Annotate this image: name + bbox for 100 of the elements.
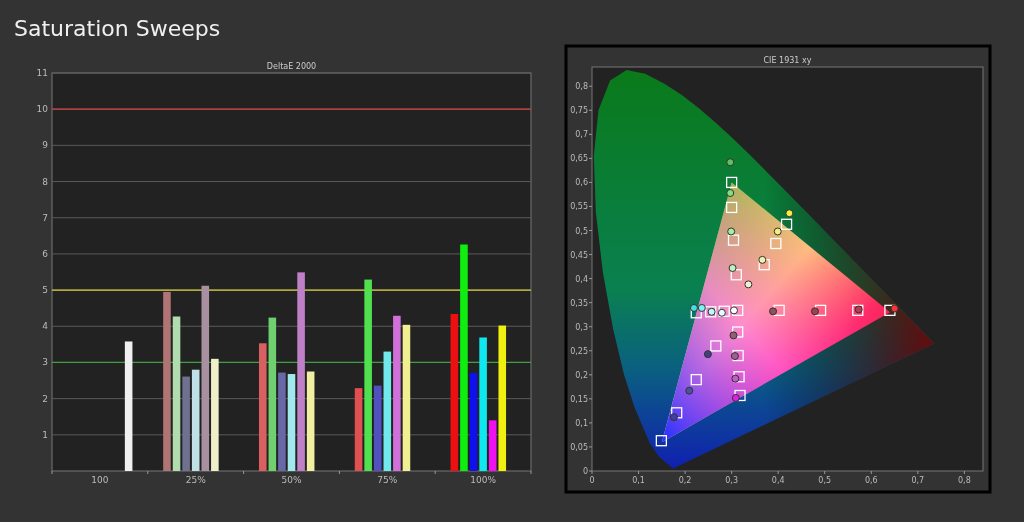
y-tick-label: 5: [42, 285, 48, 296]
bar: [306, 371, 315, 471]
point: [769, 307, 778, 316]
point: [810, 307, 819, 316]
x-tick-label: 100%: [470, 475, 497, 485]
point: [884, 304, 896, 317]
point: [669, 413, 678, 422]
point: [727, 234, 740, 246]
y-tick-label: 0,5: [575, 226, 588, 236]
point: [733, 371, 745, 383]
x-tick-label: 50%: [281, 475, 302, 485]
bar: [287, 374, 296, 471]
point: [697, 303, 706, 312]
point: [728, 264, 737, 273]
y-tick-label: 0,1: [575, 418, 588, 428]
point: [690, 373, 702, 386]
x-tick-label: 0,4: [771, 476, 785, 485]
bar: [182, 376, 190, 471]
y-tick-label: 0,7: [575, 130, 588, 140]
point: [758, 255, 767, 264]
point: [689, 303, 698, 312]
point: [773, 227, 782, 236]
y-tick-label: 0,6: [575, 178, 588, 188]
y-tick-label: 2: [42, 393, 48, 404]
point: [732, 304, 744, 317]
point: [814, 304, 827, 317]
point: [717, 308, 726, 317]
y-tick-label: 3: [42, 357, 48, 368]
y-tick-label: 0,35: [570, 298, 588, 308]
x-tick-label: 0,1: [632, 476, 645, 485]
bar: [402, 324, 411, 471]
point: [703, 350, 712, 359]
point: [731, 393, 740, 402]
point: [732, 349, 744, 362]
bar: [268, 317, 277, 471]
point: [730, 269, 742, 281]
bar: [297, 272, 305, 471]
bar: [191, 369, 200, 471]
point: [671, 407, 683, 419]
point: [685, 386, 694, 395]
x-tick-label: 100: [91, 475, 109, 485]
point: [725, 176, 738, 189]
point: [726, 158, 735, 167]
bar: [469, 372, 478, 471]
point: [758, 259, 770, 271]
bar: [383, 351, 392, 471]
bar: [211, 358, 219, 471]
x-tick-label: 0,5: [818, 476, 832, 485]
chart-title: Saturation Sweeps: [14, 16, 221, 41]
point: [655, 435, 668, 447]
y-tick-label: 0,65: [570, 154, 588, 164]
bar: [498, 325, 507, 471]
point: [710, 340, 722, 352]
x-tick-label: 0,8: [958, 476, 971, 485]
y-tick-label: 0,8: [575, 82, 588, 92]
bar: [450, 313, 459, 471]
point: [726, 189, 735, 198]
point: [731, 374, 740, 383]
x-tick-label: 0,3: [725, 476, 739, 485]
y-tick-label: 9: [42, 140, 49, 151]
bar: [460, 244, 468, 471]
x-tick-label: 75%: [377, 475, 398, 485]
y-tick-label: 6: [42, 248, 49, 259]
x-tick-label: 0: [589, 476, 595, 485]
bar: [163, 291, 171, 471]
y-tick-label: 0: [582, 467, 588, 476]
bar: [278, 372, 286, 471]
point: [732, 326, 744, 338]
chart-title: CIE 1931 xy: [763, 56, 812, 65]
bar: [201, 285, 210, 471]
point: [770, 237, 782, 250]
point: [718, 305, 730, 317]
y-tick-label: 8: [42, 176, 49, 187]
bar: [393, 315, 401, 471]
y-tick-label: 0,2: [575, 370, 588, 380]
y-tick-label: 0,45: [570, 250, 588, 260]
y-tick-label: 0,55: [570, 202, 588, 212]
y-tick-label: 0,15: [570, 394, 588, 404]
y-tick-label: 10: [36, 104, 49, 115]
y-tick-label: 1: [42, 429, 48, 440]
y-tick-label: 0,3: [575, 322, 588, 332]
x-tick-label: 0,2: [678, 476, 692, 485]
point: [890, 304, 899, 313]
point: [729, 331, 738, 340]
bar: [172, 316, 181, 471]
point: [725, 201, 738, 214]
bar: [373, 385, 382, 471]
x-tick-label: 25%: [185, 475, 207, 485]
y-tick-label: 0,25: [570, 346, 588, 356]
y-tick-label: 0,4: [575, 274, 588, 284]
point: [727, 227, 736, 236]
bar: [488, 420, 497, 471]
y-tick-label: 4: [42, 321, 49, 332]
point: [785, 209, 794, 218]
bar: [124, 341, 133, 471]
y-tick-label: 0,05: [570, 442, 588, 452]
y-tick-label: 11: [36, 68, 48, 78]
bar: [354, 388, 363, 471]
bar: [479, 337, 487, 471]
bar: [364, 279, 372, 471]
